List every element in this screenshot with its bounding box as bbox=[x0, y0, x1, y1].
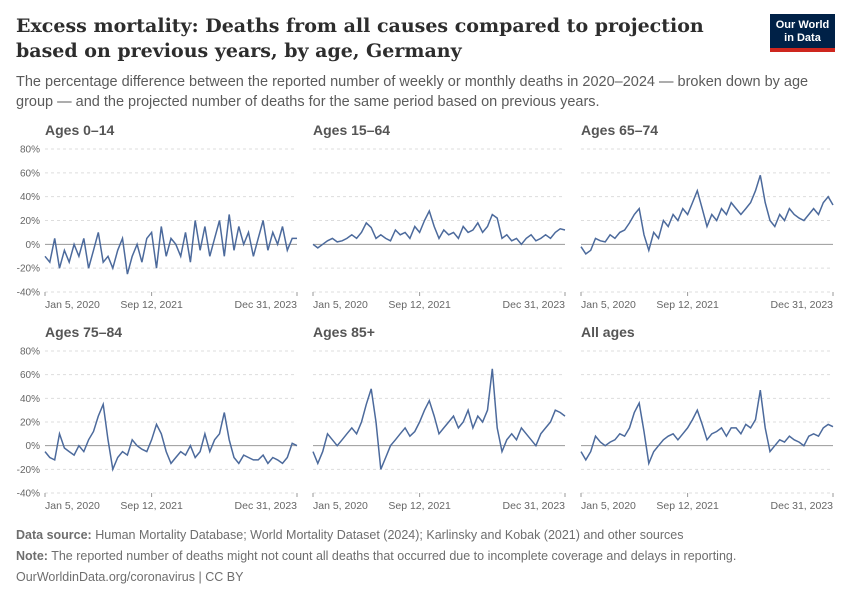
series-line bbox=[312, 209, 566, 249]
y-tick-label: 0% bbox=[26, 240, 41, 251]
x-tick-label: Dec 31, 2023 bbox=[235, 500, 298, 512]
panel-title: Ages 0–14 bbox=[45, 122, 114, 138]
y-tick-label: 60% bbox=[20, 168, 40, 179]
panel-title: Ages 85+ bbox=[313, 324, 375, 340]
panel-title: Ages 15–64 bbox=[313, 122, 390, 138]
x-tick-label: Dec 31, 2023 bbox=[503, 299, 566, 311]
x-tick-label: Dec 31, 2023 bbox=[771, 500, 834, 512]
logo-text: in Data bbox=[784, 32, 821, 44]
y-tick-label: -20% bbox=[17, 264, 40, 275]
x-tick-label: Jan 5, 2020 bbox=[313, 500, 368, 512]
y-tick-label: -20% bbox=[17, 465, 40, 476]
note-text: The reported number of deaths might not … bbox=[51, 549, 737, 563]
y-tick-label: 40% bbox=[20, 394, 40, 405]
x-tick-label: Sep 12, 2021 bbox=[656, 500, 719, 512]
panel-title: All ages bbox=[581, 324, 635, 340]
credit[interactable]: OurWorldinData.org/coronavirus | CC BY bbox=[16, 570, 244, 584]
y-tick-label: 40% bbox=[20, 192, 40, 203]
note-label: Note: bbox=[16, 549, 48, 563]
y-tick-label: -40% bbox=[17, 489, 40, 500]
panel-title: Ages 75–84 bbox=[45, 324, 122, 340]
logo[interactable]: Our World in Data bbox=[770, 14, 835, 52]
x-tick-label: Jan 5, 2020 bbox=[581, 299, 636, 311]
series-line bbox=[44, 214, 297, 275]
x-tick-label: Dec 31, 2023 bbox=[235, 299, 298, 311]
x-tick-label: Sep 12, 2021 bbox=[656, 299, 719, 311]
series-line bbox=[580, 174, 834, 255]
y-tick-label: 0% bbox=[26, 441, 41, 452]
x-tick-label: Dec 31, 2023 bbox=[503, 500, 566, 512]
note: Note: The reported number of deaths migh… bbox=[16, 549, 736, 563]
y-tick-label: -40% bbox=[17, 288, 40, 299]
x-tick-label: Jan 5, 2020 bbox=[45, 299, 100, 311]
x-tick-label: Dec 31, 2023 bbox=[771, 299, 834, 311]
series-line bbox=[312, 368, 566, 470]
series-line bbox=[44, 401, 298, 473]
y-tick-label: 80% bbox=[20, 145, 40, 156]
x-tick-label: Jan 5, 2020 bbox=[313, 299, 368, 311]
y-tick-label: 60% bbox=[20, 370, 40, 381]
x-tick-label: Sep 12, 2021 bbox=[120, 500, 183, 512]
source-text: Human Mortality Database; World Mortalit… bbox=[95, 528, 684, 542]
x-tick-label: Sep 12, 2021 bbox=[120, 299, 183, 311]
series-line bbox=[580, 389, 834, 467]
x-tick-label: Sep 12, 2021 bbox=[388, 500, 451, 512]
title: Excess mortality: Deaths from all causes… bbox=[16, 15, 704, 62]
x-tick-label: Jan 5, 2020 bbox=[581, 500, 636, 512]
x-tick-label: Sep 12, 2021 bbox=[388, 299, 451, 311]
subtitle: The percentage difference between the re… bbox=[16, 74, 809, 110]
y-tick-label: 20% bbox=[20, 418, 40, 429]
y-tick-label: 80% bbox=[20, 347, 40, 358]
panel-title: Ages 65–74 bbox=[581, 122, 658, 138]
logo-text: Our World bbox=[775, 19, 830, 31]
source-label: Data source: bbox=[16, 528, 92, 542]
y-tick-label: 20% bbox=[20, 216, 40, 227]
x-tick-label: Jan 5, 2020 bbox=[45, 500, 100, 512]
source: Data source: Human Mortality Database; W… bbox=[16, 528, 683, 542]
